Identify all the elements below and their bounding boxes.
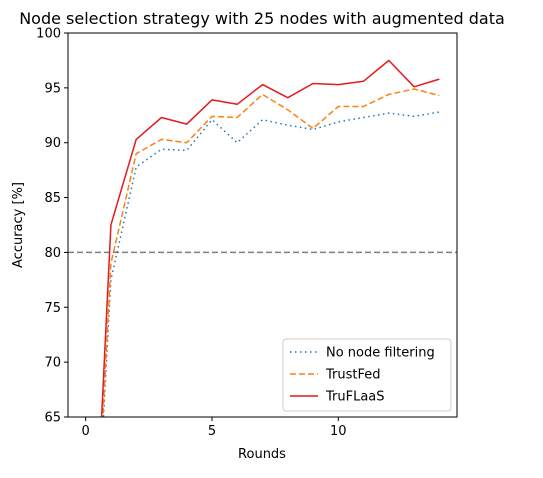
series-lines <box>86 60 440 478</box>
legend-label-3: TruFLaaS <box>325 390 385 405</box>
y-tick-label: 65 <box>44 411 61 426</box>
y-tick-label: 70 <box>44 356 61 371</box>
x-tick-label: 0 <box>82 424 90 439</box>
chart-title: Node selection strategy with 25 nodes wi… <box>19 9 505 28</box>
y-tick-label: 75 <box>44 301 61 316</box>
y-tick-label: 85 <box>44 191 61 206</box>
x-tick-label: 10 <box>330 424 347 439</box>
legend: No node filtering TrustFed TruFLaaS <box>283 339 451 411</box>
legend-label-1: No node filtering <box>326 346 435 361</box>
legend-label-2: TrustFed <box>325 368 381 383</box>
y-axis-label: Accuracy [%] <box>11 182 26 268</box>
y-tick-label: 90 <box>44 136 61 151</box>
series-line-1 <box>86 112 440 478</box>
x-axis-label: Rounds <box>238 447 286 462</box>
y-tick-label: 80 <box>44 246 61 261</box>
x-tick-label: 5 <box>208 424 216 439</box>
series-line-2 <box>86 89 440 478</box>
y-tick-label: 100 <box>36 27 61 42</box>
y-tick-label: 95 <box>44 81 61 96</box>
series-line-3 <box>86 60 440 478</box>
